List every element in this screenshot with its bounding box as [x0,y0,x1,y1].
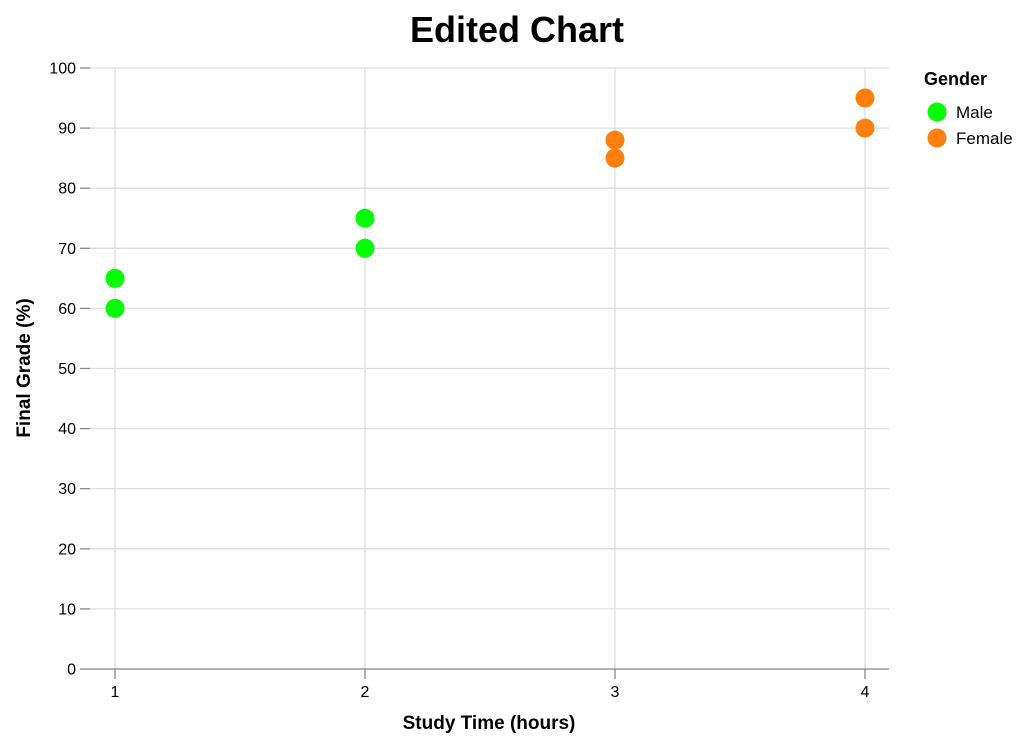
data-point-female [855,118,875,138]
legend-swatch-female [927,128,947,148]
y-tick-label: 40 [58,421,76,438]
y-tick-label: 0 [67,662,76,679]
data-point-male [105,268,125,288]
data-point-male [355,238,375,258]
legend-label-male: Male [956,103,993,122]
y-tick-label: 20 [58,541,76,558]
legend: Gender Male Female [924,69,1013,148]
y-tick-label: 80 [58,181,76,198]
data-point-female [605,148,625,168]
axes: 0 10 20 30 40 50 60 70 80 90 100 1 2 3 4 [49,61,889,701]
x-tick-label: 2 [361,684,370,701]
x-tick-label: 1 [111,684,120,701]
y-tick-label: 100 [49,61,76,78]
data-point-female [855,88,875,108]
data-point-male [355,208,375,228]
y-tick-label: 70 [58,241,76,258]
legend-label-female: Female [956,129,1013,148]
legend-title: Gender [924,69,987,89]
y-tick-label: 10 [58,601,76,618]
y-tick-label: 90 [58,121,76,138]
data-points [105,88,875,318]
x-axis-title: Study Time (hours) [403,713,576,734]
y-axis-title: Final Grade (%) [14,298,35,437]
data-point-male [105,298,125,318]
y-tick-label: 60 [58,301,76,318]
chart-title: Edited Chart [410,9,624,50]
legend-swatch-male [927,102,947,122]
grid [90,67,889,670]
x-tick-label: 4 [861,684,870,701]
y-tick-label: 30 [58,481,76,498]
y-tick-label: 50 [58,361,76,378]
x-tick-label: 3 [611,684,620,701]
data-point-female [605,130,625,150]
